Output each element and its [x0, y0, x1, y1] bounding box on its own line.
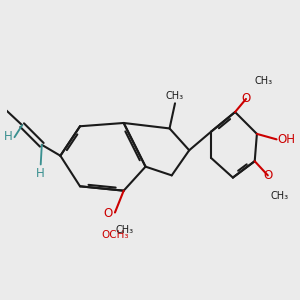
Text: H: H	[36, 167, 45, 180]
Text: CH₃: CH₃	[270, 191, 288, 201]
Text: CH₃: CH₃	[116, 225, 134, 235]
Text: O: O	[103, 207, 113, 220]
Text: CH₃: CH₃	[255, 76, 273, 86]
Text: O: O	[263, 169, 272, 182]
Text: OH: OH	[278, 133, 296, 146]
Text: O: O	[242, 92, 250, 106]
Text: OCH₃: OCH₃	[101, 230, 129, 240]
Text: CH₃: CH₃	[166, 91, 184, 101]
Text: H: H	[4, 130, 12, 142]
